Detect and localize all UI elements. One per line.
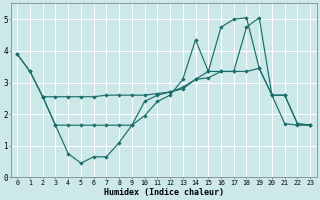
X-axis label: Humidex (Indice chaleur): Humidex (Indice chaleur): [104, 188, 224, 197]
